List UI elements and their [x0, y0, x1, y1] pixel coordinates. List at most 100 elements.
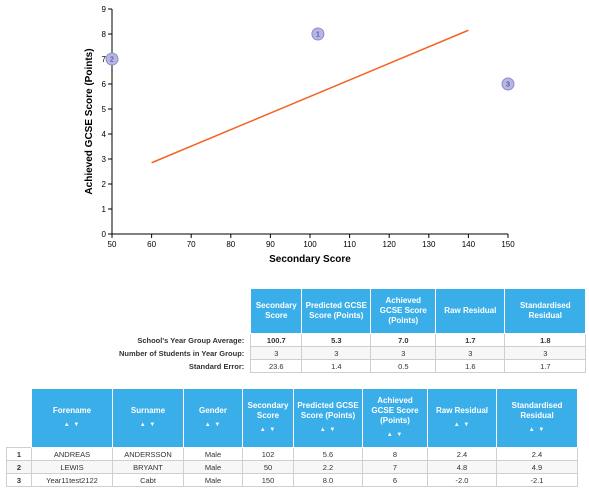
cell-raw-residual: 2.4: [427, 447, 497, 461]
summary-row-label: Standard Error:: [188, 361, 245, 371]
summary-header-row: Secondary Score Predicted GCSE Score (Po…: [117, 288, 587, 334]
students-header-secondary-score: Secondary Score ▲ ▼: [242, 388, 294, 448]
summary-header-secondary-score: Secondary Score: [250, 288, 303, 334]
summary-cell: 23.6: [250, 359, 303, 373]
students-header-predicted-gcse: Predicted GCSE Score (Points) ▲ ▼: [293, 388, 363, 448]
header-label: Gender: [198, 406, 227, 415]
summary-cell: 1.7: [435, 333, 506, 347]
summary-cell: 1.6: [435, 359, 506, 373]
sort-arrows-icon[interactable]: ▲ ▼: [319, 427, 337, 433]
students-header-achieved-gcse: Achieved GCSE Score (Points) ▲ ▼: [362, 388, 428, 448]
cell-predicted-gcse: 5.6: [293, 447, 363, 461]
cell-standardised-residual: -2.1: [496, 473, 578, 487]
cell-secondary-score: 102: [242, 447, 294, 461]
data-point: [501, 77, 515, 91]
sort-arrows-icon[interactable]: ▲ ▼: [139, 422, 157, 428]
chart-svg: 0 1 2 3 4 5 6 7 8 9 50 60 70 80 90 100 110 120 130 140 150 Se…: [84, 5, 515, 265]
summary-cell: 7.0: [370, 333, 437, 347]
students-header-standardised-residual: Standardised Residual ▲ ▼: [496, 388, 578, 448]
y-tick-label: 6: [102, 80, 107, 89]
summary-cell: 3: [250, 346, 303, 360]
cell-forename: ANDREAS: [31, 447, 113, 461]
scatter-chart: 0 1 2 3 4 5 6 7 8 9 50 60 70 80 90 100 110 120 130 140 150 Se…: [84, 5, 515, 265]
summary-row-label: School's Year Group Average:: [137, 335, 245, 345]
x-axis-title: Secondary Score: [269, 254, 351, 265]
students-corner: [7, 389, 32, 448]
summary-cell: 3: [301, 346, 372, 360]
y-tick-label: 1: [102, 205, 107, 214]
row-index: 3: [6, 473, 32, 487]
cell-surname: BRYANT: [112, 460, 184, 474]
sort-arrows-icon[interactable]: ▲ ▼: [204, 422, 222, 428]
y-tick-label: 3: [102, 155, 107, 164]
data-point-label: 1: [316, 32, 320, 39]
y-tick-label: 5: [102, 105, 107, 114]
cell-secondary-score: 150: [242, 473, 294, 487]
header-label: Standardised Residual: [511, 401, 563, 420]
summary-cell: 3: [370, 346, 437, 360]
summary-cell: 0.5: [370, 359, 437, 373]
x-tick-label: 130: [422, 240, 436, 249]
students-header-surname: Surname ▲ ▼: [112, 388, 184, 448]
header-label: Surname: [130, 406, 166, 415]
summary-table: Secondary Score Predicted GCSE Score (Po…: [117, 288, 587, 373]
cell-forename: Year11test2122: [31, 473, 113, 487]
cell-secondary-score: 50: [242, 460, 294, 474]
y-tick-label: 8: [102, 30, 107, 39]
summary-cell: 100.7: [250, 333, 303, 347]
table-row[interactable]: 2 LEWIS BRYANT Male 50 2.2 7 4.8 4.9: [6, 460, 578, 474]
y-tick-label: 9: [102, 5, 107, 14]
cell-achieved-gcse: 6: [362, 473, 428, 487]
data-point: [311, 27, 325, 41]
cell-raw-residual: -2.0: [427, 473, 497, 487]
x-tick-label: 80: [226, 240, 235, 249]
summary-cell: 1.7: [504, 359, 587, 373]
table-row[interactable]: 3 Year11test2122 Cabt Male 150 8.0 6 -2.…: [6, 473, 578, 487]
summary-cell: 1.4: [301, 359, 372, 373]
cell-predicted-gcse: 2.2: [293, 460, 363, 474]
summary-cell: 1.8: [504, 333, 587, 347]
trend-line: [151, 29, 469, 164]
x-tick-label: 90: [266, 240, 275, 249]
x-tick-label: 110: [343, 240, 356, 249]
y-tick-label: 4: [102, 130, 107, 139]
sort-arrows-icon[interactable]: ▲ ▼: [528, 427, 546, 433]
summary-corner: [117, 289, 251, 334]
cell-surname: ANDERSSON: [112, 447, 184, 461]
cell-achieved-gcse: 7: [362, 460, 428, 474]
sort-arrows-icon[interactable]: ▲ ▼: [453, 422, 471, 428]
sort-arrows-icon[interactable]: ▲ ▼: [259, 427, 277, 433]
y-tick-label: 2: [102, 180, 107, 189]
x-tick-label: 140: [462, 240, 476, 249]
sort-arrows-icon[interactable]: ▲ ▼: [63, 422, 81, 428]
x-tick-label: 150: [501, 240, 515, 249]
cell-standardised-residual: 2.4: [496, 447, 578, 461]
summary-row-count: Number of Students in Year Group: 3 3 3 …: [117, 346, 587, 360]
summary-header-standardised-residual: Standardised Residual: [504, 288, 587, 334]
data-point-label: 3: [506, 82, 510, 89]
x-tick-label: 60: [147, 240, 156, 249]
x-tick-label: 100: [303, 240, 317, 249]
summary-header-predicted-gcse: Predicted GCSE Score (Points): [301, 288, 372, 334]
cell-raw-residual: 4.8: [427, 460, 497, 474]
cell-gender: Male: [183, 447, 243, 461]
table-row[interactable]: 1 ANDREAS ANDERSSON Male 102 5.6 8 2.4 2…: [6, 447, 578, 461]
students-header-raw-residual: Raw Residual ▲ ▼: [427, 388, 497, 448]
header-label: Secondary Score: [247, 401, 289, 420]
students-table: Forename ▲ ▼ Surname ▲ ▼ Gender ▲ ▼ Seco…: [6, 388, 578, 487]
cell-achieved-gcse: 8: [362, 447, 428, 461]
data-point: [105, 52, 119, 66]
header-label: Forename: [52, 406, 92, 415]
y-tick-label: 7: [102, 55, 107, 64]
y-tick-label: 0: [102, 230, 107, 239]
row-index: 2: [6, 460, 32, 474]
data-point-label: 2: [110, 57, 114, 64]
summary-row-standard-error: Standard Error: 23.6 1.4 0.5 1.6 1.7: [117, 359, 587, 373]
summary-cell: 3: [504, 346, 587, 360]
summary-row-average: School's Year Group Average: 100.7 5.3 7…: [117, 333, 587, 347]
cell-surname: Cabt: [112, 473, 184, 487]
students-header-gender: Gender ▲ ▼: [183, 388, 243, 448]
cell-gender: Male: [183, 473, 243, 487]
x-tick-label: 50: [108, 240, 117, 249]
sort-arrows-icon[interactable]: ▲ ▼: [386, 432, 404, 438]
